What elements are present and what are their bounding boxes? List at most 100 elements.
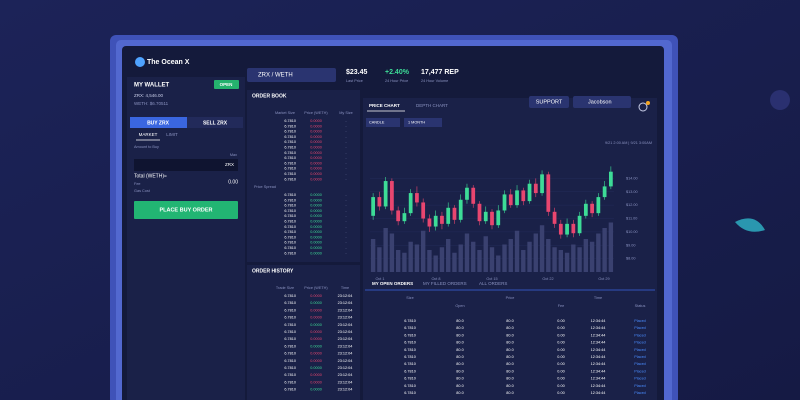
tab: MY FILLED ORDERS (423, 281, 467, 286)
status-badge (214, 80, 239, 89)
stat-label: 24 Hour Volume (421, 79, 448, 83)
size: 6.7810 (284, 198, 296, 202)
order-cell: 80.0 (456, 362, 463, 366)
my-size: - (345, 246, 347, 250)
jelly-decoration (770, 90, 790, 110)
balance: WETH: $6.70511 (134, 101, 169, 106)
volume-bar (602, 228, 607, 272)
time: 23:12:04 (338, 330, 353, 334)
volume-bar (446, 239, 451, 272)
order-cell: 6.7810 (404, 319, 416, 323)
price: 0.0000 (310, 204, 322, 208)
volume-bar (552, 247, 557, 272)
trade-size: 6.7810 (284, 352, 296, 356)
bell-icon[interactable] (638, 102, 648, 112)
order-cell: 6.7810 (404, 369, 416, 373)
order-cell: 80.0 (456, 333, 463, 337)
price: 0.0000 (310, 225, 322, 229)
y-tick-label: $13.00 (626, 190, 638, 194)
candle-body (590, 203, 594, 214)
order-cell: 0.00 (557, 333, 564, 337)
order-cell: 80.0 (456, 319, 463, 323)
price: 0.0000 (310, 214, 322, 218)
volume-bar (433, 255, 438, 272)
volume-bar (496, 255, 501, 272)
order-cell: Placed (634, 369, 646, 373)
size: 6.7810 (284, 124, 296, 128)
style-dropdown[interactable] (366, 118, 400, 127)
order-cell: 0.00 (557, 377, 564, 381)
size: 6.7810 (284, 156, 296, 160)
period-dropdown[interactable] (404, 118, 442, 127)
mode: LIMIT (166, 132, 178, 137)
my-size: - (345, 204, 347, 208)
column-header: Trade Size (276, 286, 294, 290)
candle-body (540, 174, 544, 194)
candle-body (377, 197, 382, 207)
candle-body (483, 211, 488, 222)
candle-body (396, 210, 401, 222)
candle-body (521, 190, 526, 202)
column-header: Price (WETH) (304, 111, 328, 115)
panel-title: ORDER HISTORY (252, 268, 294, 274)
candle-body (502, 194, 507, 211)
candle-body (446, 207, 451, 224)
last-price: $23.45 (346, 69, 368, 76)
order-cell: 0.00 (557, 355, 564, 359)
trade-size: 6.7810 (284, 301, 296, 305)
order-cell: 80.0 (456, 391, 463, 395)
user-menu[interactable] (573, 96, 631, 108)
order-cell: Placed (634, 341, 646, 345)
order-cell: 80.0 (506, 333, 513, 337)
candle-body (383, 181, 388, 207)
my-size: - (345, 161, 347, 165)
volume-bar (546, 239, 551, 272)
price: 0.0000 (310, 167, 322, 171)
column-header: Time (594, 296, 602, 300)
my-size: - (345, 135, 347, 139)
trade-size: 6.7810 (284, 359, 296, 363)
order-cell: 12:34:44 (591, 341, 606, 345)
place-order-button[interactable] (134, 201, 238, 219)
order-cell: 80.0 (506, 341, 513, 345)
order-cell: 0.00 (557, 326, 564, 330)
order-cell: 6.7810 (404, 384, 416, 388)
price: 0.0000 (310, 151, 322, 155)
sell-tab[interactable] (187, 117, 243, 128)
order-cell: Placed (634, 377, 646, 381)
price: 0.0000 (310, 220, 322, 224)
user-name: Jacobson (588, 99, 612, 105)
trade-size: 6.7810 (284, 308, 296, 312)
order-cell: 80.0 (506, 362, 513, 366)
pair-selector[interactable] (247, 68, 336, 82)
order-cell: 80.0 (456, 348, 463, 352)
volume: 17,477 REP (421, 69, 459, 76)
my-size: - (345, 209, 347, 213)
tab: PRICE CHART (369, 103, 400, 108)
amount-input[interactable] (134, 159, 238, 171)
candle-body (402, 213, 407, 222)
support-button[interactable] (529, 96, 569, 108)
size: 6.7810 (284, 140, 296, 144)
candle-body (415, 193, 419, 203)
volume-bar (589, 241, 595, 272)
order-cell: Placed (634, 384, 646, 388)
volume-bar (383, 228, 388, 272)
order-cell: 0.00 (557, 369, 564, 373)
balance: ZRX: 4,546.00 (134, 93, 164, 98)
volume-bar (420, 230, 426, 272)
size: 6.7810 (284, 193, 296, 197)
order-cell: Placed (634, 362, 646, 366)
column-header: Time (341, 286, 349, 290)
order-cell: 80.0 (456, 341, 463, 345)
time: 23:12:04 (338, 366, 353, 370)
size: 6.7810 (284, 130, 296, 134)
price: 0.0000 (310, 140, 322, 144)
size: 6.7810 (284, 246, 296, 250)
volume-bar (571, 244, 576, 272)
volume-bar (558, 250, 564, 272)
column-header: Size (406, 296, 413, 300)
stat-label: 24 Hour Price (385, 79, 408, 83)
buy-tab[interactable] (130, 117, 187, 128)
price: 0.0000 (310, 380, 322, 384)
